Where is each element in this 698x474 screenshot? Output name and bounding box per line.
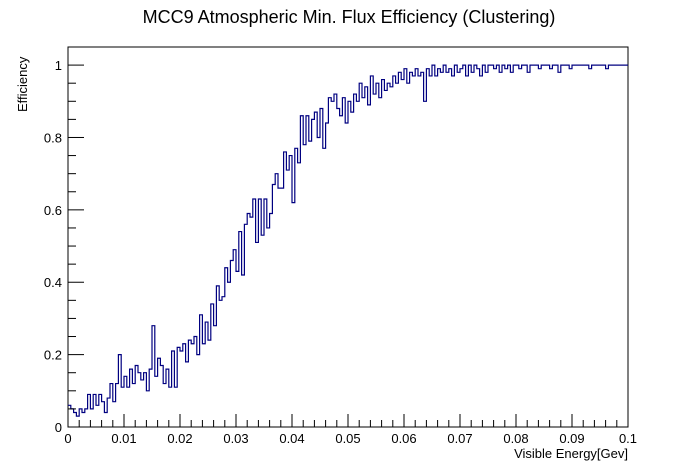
x-axis: 0 0.01 0.02 0.03 0.04 0.05 0.06 0.07 0.08 0.09 0.1: [64, 414, 637, 446]
x-tick-label: 0.1: [619, 431, 637, 446]
x-tick-label: 0.06: [391, 431, 416, 446]
y-tick-label: 1: [55, 58, 62, 73]
y-axis-label: Efficiency: [15, 56, 30, 112]
efficiency-histogram-series: [68, 64, 628, 417]
y-tick-label: 0.2: [44, 348, 62, 363]
x-tick-label: 0.04: [279, 431, 304, 446]
x-tick-label: 0.02: [167, 431, 192, 446]
y-tick-label: 0.8: [44, 130, 62, 145]
x-tick-label: 0.07: [447, 431, 472, 446]
x-tick-label: 0.03: [223, 431, 248, 446]
chart-title: MCC9 Atmospheric Min. Flux Efficiency (C…: [143, 7, 556, 27]
y-axis: 0 0.2 0.4 0.6 0.8 1: [44, 46, 84, 435]
x-tick-label: 0: [64, 431, 71, 446]
plot-area: [67, 46, 629, 428]
x-axis-label: Visible Energy[Gev]: [514, 446, 628, 461]
y-tick-label: 0.6: [44, 203, 62, 218]
x-tick-label: 0.08: [503, 431, 528, 446]
y-tick-label: 0: [55, 420, 62, 435]
x-tick-label: 0.09: [559, 431, 584, 446]
x-tick-label: 0.05: [335, 431, 360, 446]
x-tick-label: 0.01: [111, 431, 136, 446]
y-tick-label: 0.4: [44, 275, 62, 290]
